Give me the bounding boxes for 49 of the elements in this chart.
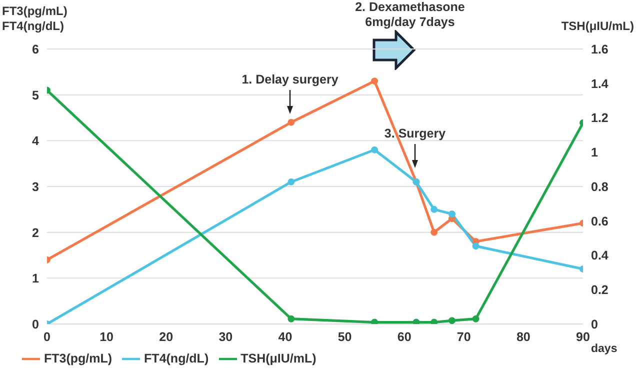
point	[412, 318, 420, 324]
annotation: 1. Delay surgery	[242, 72, 338, 86]
point	[371, 78, 378, 85]
y2-axis-title: TSH(μIU/mL)	[561, 19, 634, 33]
point	[448, 210, 456, 218]
point	[288, 178, 295, 186]
x-tick-label: 20	[159, 330, 174, 344]
y-tick-label: 2	[32, 226, 40, 240]
x-tick-label: 80	[516, 330, 530, 344]
point	[371, 318, 378, 324]
y-tick-label: 4	[32, 134, 40, 148]
point	[371, 146, 378, 154]
y2-tick-label: 1	[591, 146, 598, 160]
y2-tick-label: 0.4	[591, 248, 608, 263]
y2-tick-label: 1.4	[591, 76, 608, 91]
y2-tick-label: 0.8	[591, 180, 608, 194]
x-tick-label: 60	[397, 330, 412, 344]
point	[472, 315, 480, 322]
legend-label: FT4(ng/dL)	[144, 351, 209, 366]
x-tick-label: 90	[576, 330, 590, 344]
text: 2. Dexamethasone 6mg/day 7days	[354, 0, 466, 30]
point	[288, 315, 295, 322]
annotation: 3. Surgery	[384, 126, 446, 140]
y-tick-label: 6	[32, 42, 40, 56]
y2-tick-label: 1.6	[591, 42, 608, 56]
y2-tick-label: 0.2	[591, 283, 608, 298]
x-tick-label: 70	[456, 330, 471, 344]
y-tick-label: 5	[32, 88, 40, 102]
y-axis-title: FT3(pg/mL) FT4(ng/dL)	[2, 4, 68, 34]
x-tick-label: 10	[100, 330, 114, 344]
point	[472, 242, 480, 250]
point	[430, 228, 438, 236]
x-tick-label: 40	[278, 330, 292, 344]
y-tick-label: 0	[32, 317, 40, 332]
y2-tick-label: 0	[591, 317, 598, 332]
x-tick-label: 50	[338, 330, 352, 344]
x-tick-label: 0	[44, 330, 51, 344]
point	[430, 318, 438, 324]
legend-label: TSH(μIU/mL)	[240, 351, 316, 366]
point	[430, 206, 438, 213]
legend-label: FT3(pg/mL)	[44, 351, 112, 366]
point	[288, 118, 295, 126]
y-tick-label: 1	[32, 272, 40, 286]
y-tick-label: 3	[32, 180, 40, 194]
y2-tick-label: 0.6	[591, 214, 608, 228]
x-tick-label: 30	[218, 330, 233, 344]
point	[448, 317, 456, 324]
x-axis-title: days	[591, 343, 618, 355]
y2-tick-label: 1.2	[591, 111, 608, 126]
